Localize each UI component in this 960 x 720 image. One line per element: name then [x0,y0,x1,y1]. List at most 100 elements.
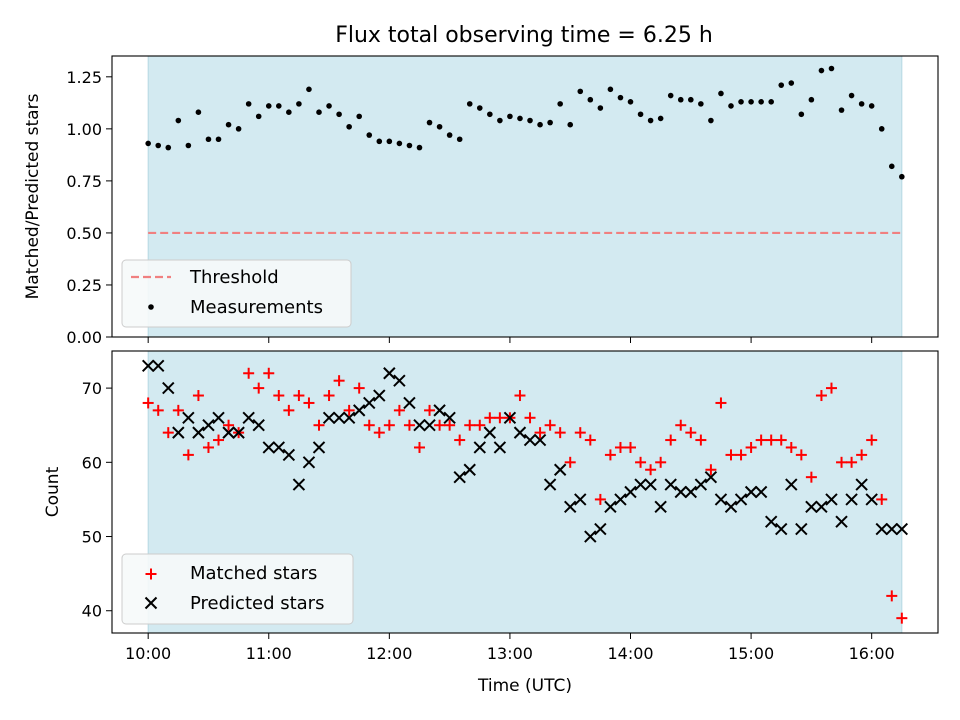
bottom-y-tick-label: 70 [82,379,102,398]
measurement-point [758,98,764,105]
matched-star-point [625,441,637,453]
legend-measurements-swatch [148,304,154,310]
measurement-point [306,86,312,93]
x-tick-label: 12:00 [366,644,412,663]
predicted-star-point [252,419,265,432]
predicted-star-point [292,478,306,491]
predicted-star-point [342,411,356,424]
measurement-point [828,65,835,72]
predicted-star-point [483,426,497,439]
matched-star-point [413,441,425,453]
top-y-tick-label: 0.00 [66,328,102,347]
predicted-star-point [141,359,155,373]
measurement-point [366,132,373,138]
predicted-star-point [232,426,245,439]
measurement-point [878,126,885,132]
predicted-star-point [785,478,798,491]
matched-star-point [886,590,898,602]
bottom-y-tick-label: 50 [82,528,102,547]
measurement-point [728,103,734,109]
legend-predicted-swatch [144,596,158,610]
matched-star-point [534,427,546,439]
measurement-point [627,98,634,105]
predicted-star-point [865,493,878,506]
top-y-axis-label: Matched/Predicted stars [23,93,43,299]
predicted-star-point [423,419,436,432]
measurement-point [296,101,302,107]
top-y-tick-label: 0.50 [66,224,102,243]
predicted-star-point [684,485,698,499]
predicted-star-point [222,426,235,439]
predicted-star-point [192,426,205,439]
measurement-point [286,109,292,115]
predicted-star-point [624,485,637,499]
matched-star-point [735,449,747,461]
predicted-star-point [845,493,858,506]
matched-star-point [665,434,677,446]
measurement-point [899,173,905,180]
predicted-star-point [272,441,286,454]
matched-star-point [785,441,797,453]
matched-star-point [825,382,837,394]
predicted-star-point [282,448,296,462]
matched-star-point [253,382,265,394]
matched-star-point [635,456,647,468]
bottom-y-tick-label: 60 [82,453,102,472]
predicted-star-point [795,522,808,536]
measurement-point [466,101,473,107]
measurement-point [778,82,785,88]
x-tick-label: 15:00 [728,644,774,663]
chart-title: Flux total observing time = 6.25 h [335,23,713,48]
measurement-point [185,142,192,149]
matched-star-point [213,434,225,446]
measurement-point [436,123,443,130]
predicted-star-point [162,381,175,395]
predicted-star-point [393,374,406,387]
matched-star-point [554,427,566,439]
matched-star-point [383,419,395,431]
measurement-point [768,98,774,105]
measurement-point [888,163,895,170]
predicted-star-point [614,493,627,506]
measurement-point [175,117,182,124]
matched-star-point [846,456,858,468]
top-y-tick-label: 1.25 [66,68,102,87]
top-axes-frame [111,55,939,338]
bottom-x-ticks: 10:00 11:00 12:00 13:00 14:00 15:00 16:00 [125,633,895,663]
matched-star-point [695,434,707,446]
predicted-star-point [895,522,909,536]
predicted-star-point [182,411,195,424]
matched-star-point [454,434,466,446]
measurement-point [507,113,513,120]
measurement-point [818,67,825,74]
x-tick-label: 14:00 [607,644,653,663]
measurement-point [607,86,614,93]
matched-star-point [353,382,365,394]
measurement-point [798,111,805,118]
matched-star-point [524,412,536,424]
predicted-star-point [584,530,597,543]
measurement-point [225,121,232,128]
measurement-point [416,144,423,151]
measurement-point [537,121,543,128]
measurement-point [677,96,684,103]
predicted-star-point [322,411,336,424]
predicted-star-point [332,411,346,424]
measurement-point [848,92,855,99]
measurement-point [698,101,704,107]
matched-star-point [584,434,596,446]
predicted-star-point [543,478,557,491]
matched-star-point [594,493,606,505]
predicted-star-point [212,411,225,424]
predicted-star-point [754,485,768,499]
predicted-star-point [775,522,788,536]
bottom-axes-frame [111,350,939,634]
measurement-point [547,119,553,126]
predicted-star-point [202,419,215,432]
measurement-point [567,121,574,128]
measurement-point [476,105,483,111]
matched-star-point [172,404,184,416]
predicted-star-point [413,419,426,432]
measurement-point [245,101,252,107]
matched-star-point [795,449,807,461]
